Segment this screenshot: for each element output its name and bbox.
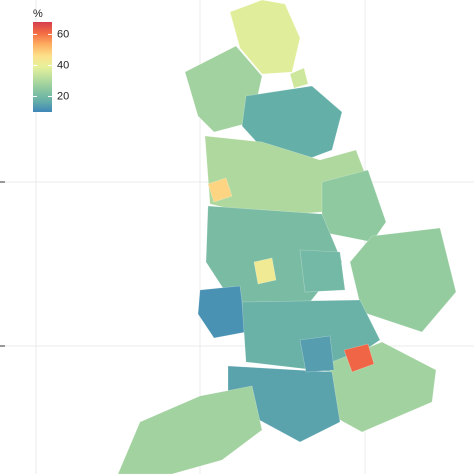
region <box>229 0 301 75</box>
region <box>197 285 247 339</box>
legend: % 20 40 60 <box>33 8 69 112</box>
region <box>207 177 233 203</box>
region <box>289 67 309 89</box>
region <box>299 335 335 373</box>
colorbar-label: 60 <box>57 28 69 40</box>
region <box>349 227 457 333</box>
region <box>241 85 343 163</box>
region <box>321 169 387 243</box>
colorbar-label: 20 <box>57 90 69 102</box>
region <box>253 257 277 285</box>
colorbar <box>33 22 52 112</box>
regions <box>117 0 457 474</box>
region <box>343 343 375 373</box>
legend-title: % <box>33 8 43 20</box>
region <box>299 249 346 293</box>
colorbar-label: 40 <box>57 59 69 71</box>
region <box>117 385 263 474</box>
